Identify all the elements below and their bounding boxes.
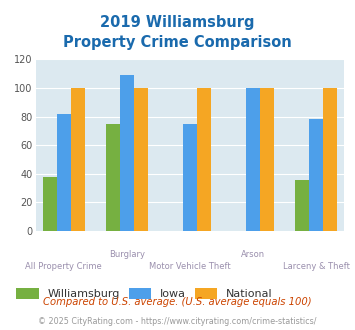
Bar	[260, 88, 274, 231]
Text: All Property Crime: All Property Crime	[26, 262, 102, 271]
Bar	[197, 88, 211, 231]
Text: Arson: Arson	[241, 250, 265, 259]
Bar	[183, 124, 197, 231]
Bar	[43, 177, 57, 231]
Text: Burglary: Burglary	[109, 250, 145, 259]
Bar	[71, 88, 84, 231]
Text: © 2025 CityRating.com - https://www.cityrating.com/crime-statistics/: © 2025 CityRating.com - https://www.city…	[38, 317, 317, 326]
Text: Property Crime Comparison: Property Crime Comparison	[63, 35, 292, 50]
Bar	[134, 88, 148, 231]
Text: Motor Vehicle Theft: Motor Vehicle Theft	[149, 262, 231, 271]
Legend: Williamsburg, Iowa, National: Williamsburg, Iowa, National	[16, 288, 272, 300]
Bar	[246, 88, 260, 231]
Text: Compared to U.S. average. (U.S. average equals 100): Compared to U.S. average. (U.S. average …	[43, 297, 312, 307]
Text: 2019 Williamsburg: 2019 Williamsburg	[100, 15, 255, 30]
Bar	[120, 75, 134, 231]
Bar	[57, 114, 71, 231]
Text: Larceny & Theft: Larceny & Theft	[283, 262, 349, 271]
Bar	[106, 124, 120, 231]
Bar	[295, 180, 309, 231]
Bar	[323, 88, 337, 231]
Bar	[309, 119, 323, 231]
